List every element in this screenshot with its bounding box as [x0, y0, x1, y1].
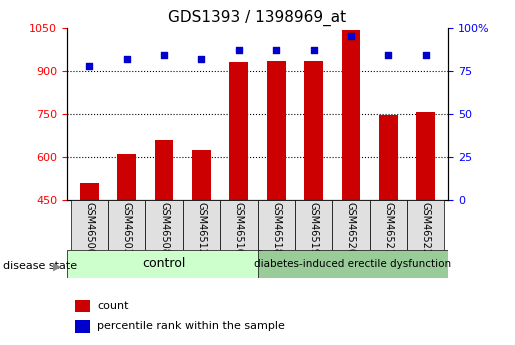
Text: GSM46521: GSM46521 [383, 201, 393, 255]
Bar [108, 200, 145, 250]
Text: ▶: ▶ [54, 262, 62, 271]
Text: GSM46503: GSM46503 [122, 201, 132, 255]
Text: GSM46522: GSM46522 [421, 201, 431, 255]
Point [384, 52, 392, 58]
Text: GSM46512: GSM46512 [196, 201, 207, 255]
Bar [332, 200, 370, 250]
Point [310, 47, 318, 53]
Bar [220, 200, 258, 250]
Bar [295, 200, 332, 250]
Bar [407, 200, 444, 250]
Text: GSM46520: GSM46520 [346, 201, 356, 255]
Bar [304, 61, 323, 329]
Text: GSM46500: GSM46500 [84, 201, 94, 255]
Bar [230, 62, 248, 329]
Bar [192, 150, 211, 329]
Point [197, 56, 205, 61]
Point [123, 56, 131, 61]
Text: control: control [143, 257, 186, 270]
Bar [145, 200, 183, 250]
Bar [379, 115, 398, 329]
Title: GDS1393 / 1398969_at: GDS1393 / 1398969_at [168, 10, 347, 26]
Bar [258, 200, 295, 250]
Bar [75, 320, 90, 333]
Bar [154, 140, 174, 329]
Text: count: count [97, 301, 129, 311]
Text: diabetes-induced erectile dysfunction: diabetes-induced erectile dysfunction [254, 259, 451, 269]
Bar [183, 200, 220, 250]
Point [421, 52, 430, 58]
Bar [258, 250, 448, 278]
Bar [67, 250, 261, 278]
Text: GSM46518: GSM46518 [271, 201, 281, 255]
Bar [71, 200, 108, 250]
Text: GSM46519: GSM46519 [308, 201, 319, 255]
Bar [341, 30, 360, 329]
Bar [416, 112, 435, 329]
Text: percentile rank within the sample: percentile rank within the sample [97, 322, 285, 332]
Bar [117, 154, 136, 329]
Point [85, 63, 94, 68]
Bar [370, 200, 407, 250]
Bar [75, 299, 90, 312]
Text: disease state: disease state [3, 262, 77, 271]
Point [235, 47, 243, 53]
Bar [267, 61, 285, 329]
Point [347, 33, 355, 39]
Text: GSM46516: GSM46516 [234, 201, 244, 255]
Text: GSM46508: GSM46508 [159, 201, 169, 255]
Point [272, 47, 280, 53]
Point [160, 52, 168, 58]
Bar [80, 183, 99, 329]
